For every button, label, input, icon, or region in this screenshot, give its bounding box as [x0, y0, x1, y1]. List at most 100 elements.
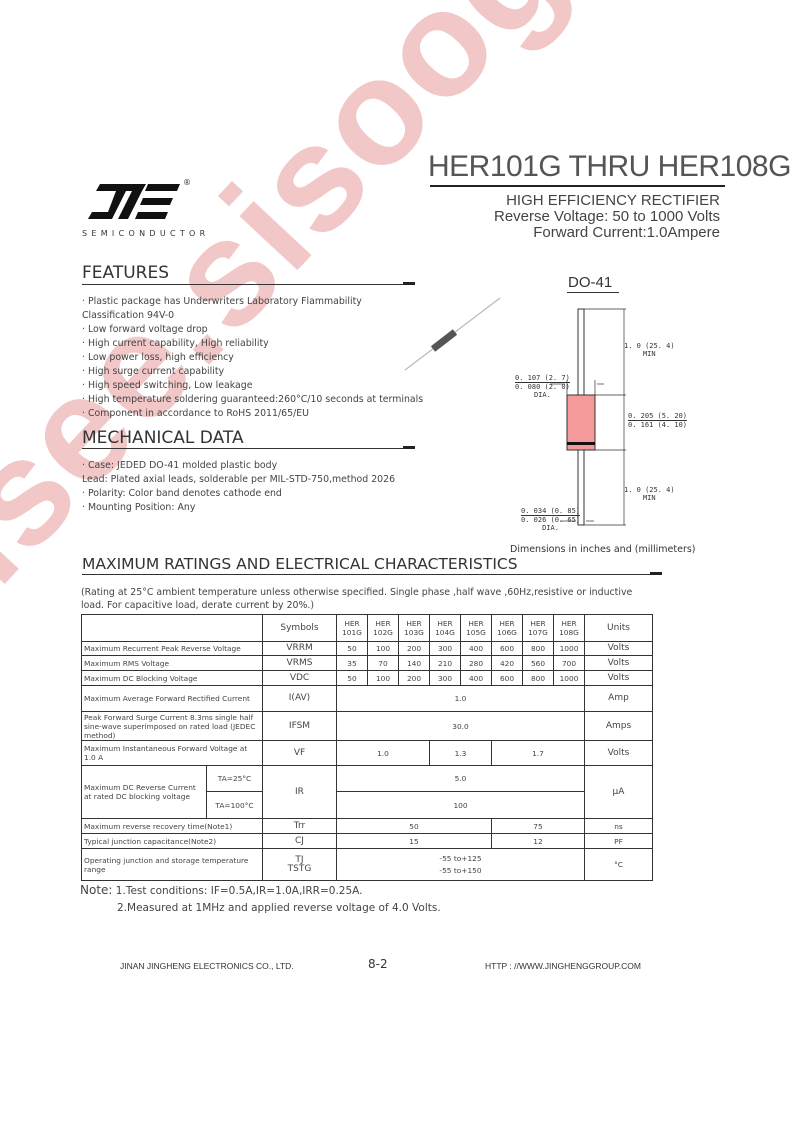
- table-cell: 35: [336, 655, 368, 671]
- part-header: HER 104G: [429, 614, 461, 642]
- feature-item: High current capability, High reliabilit…: [88, 337, 423, 351]
- ratings-rule: [82, 574, 660, 575]
- table-cell: IR: [262, 765, 337, 819]
- note-2: 2.Measured at 1MHz and applied reverse v…: [117, 902, 441, 914]
- table-cell: Volts: [584, 670, 653, 686]
- table-row: Peak Forward Surge Current 8.3ms single …: [81, 711, 653, 741]
- feature-item: Low power loss, high efficiency: [88, 351, 423, 365]
- table-cell: 1000: [553, 670, 585, 686]
- feature-item: Classification 94V-0: [82, 310, 175, 321]
- lead-length-dim: 1. 0 (25. 4) MIN: [624, 342, 675, 358]
- reverse-voltage: Reverse Voltage: 50 to 1000 Volts: [494, 208, 720, 225]
- rule-mark: [650, 572, 662, 575]
- document-title: HER101G THRU HER108G: [428, 150, 791, 183]
- ratings-heading: MAXIMUM RATINGS AND ELECTRICAL CHARACTER…: [82, 555, 518, 573]
- mechanical-list: Case: JEDED DO-41 molded plastic body Le…: [82, 459, 395, 515]
- table-cell: 30.0: [336, 711, 585, 741]
- table-cell: Volts: [584, 655, 653, 671]
- table-cell: Maximum Instantaneous Forward Voltage at…: [81, 740, 263, 766]
- table-cell: 50: [336, 818, 492, 834]
- table-cell: Trr: [262, 818, 337, 834]
- table-cell: ns: [584, 818, 653, 834]
- ratings-table: Symbols HER 101G HER 102G HER 103G HER 104G…: [81, 614, 653, 881]
- table-cell: 50: [336, 670, 368, 686]
- table-cell: VRRM: [262, 641, 337, 656]
- table-cell: VF: [262, 740, 337, 766]
- feature-item: High surge current capability: [88, 365, 423, 379]
- part-header: HER 106G: [491, 614, 523, 642]
- features-rule: [82, 284, 415, 285]
- package-name: DO-41: [568, 274, 613, 291]
- company-logo: [88, 184, 180, 219]
- features-heading: FEATURES: [82, 263, 170, 283]
- table-cell: [81, 614, 263, 642]
- table-cell: 100: [367, 670, 399, 686]
- feature-item: Plastic package has Underwriters Laborat…: [88, 295, 423, 309]
- mechanical-item: Polarity: Color band denotes cathode end: [88, 487, 395, 501]
- table-cell: CJ: [262, 833, 337, 849]
- table-cell: 560: [522, 655, 554, 671]
- mechanical-rule: [82, 448, 415, 449]
- note-1: Note: 1.Test conditions: IF=0.5A,IR=1.0A…: [80, 883, 363, 897]
- feature-item: High temperature soldering guaranteed:26…: [88, 393, 423, 407]
- page-number: 8-2: [368, 957, 388, 971]
- table-cell: 200: [398, 641, 430, 656]
- footer-company: JINAN JINGHENG ELECTRONICS CO., LTD.: [120, 961, 294, 971]
- mechanical-item: Mounting Position: Any: [88, 501, 395, 515]
- table-cell: Amps: [584, 711, 653, 741]
- table-cell: 280: [460, 655, 492, 671]
- table-cell: 210: [429, 655, 461, 671]
- table-cell: IFSM: [262, 711, 337, 741]
- table-cell: 400: [460, 641, 492, 656]
- product-type: HIGH EFFICIENCY RECTIFIER: [506, 192, 720, 209]
- table-row: Maximum RMS Voltage VRMS 35 70 140 210 280 420…: [81, 655, 653, 671]
- table-cell: Peak Forward Surge Current 8.3ms single …: [81, 711, 263, 741]
- table-cell: 700: [553, 655, 585, 671]
- registered-mark: ®: [183, 178, 191, 187]
- table-cell: Typical junction capacitance(Note2): [81, 833, 263, 849]
- table-cell: 140: [398, 655, 430, 671]
- table-cell: Maximum Recurrent Peak Reverse Voltage: [81, 641, 263, 656]
- table-cell: -55 to+125 -55 to+150: [336, 848, 585, 881]
- features-list: Plastic package has Underwriters Laborat…: [82, 295, 423, 421]
- table-cell: Operating junction and storage temperatu…: [81, 848, 263, 881]
- logo-tagline: SEMICONDUCTOR: [82, 229, 210, 238]
- table-cell: 100: [336, 791, 585, 819]
- table-cell: Maximum DC Reverse Current at rated DC b…: [81, 765, 207, 819]
- table-cell: Volts: [584, 641, 653, 656]
- table-cell: 800: [522, 641, 554, 656]
- table-cell: 800: [522, 670, 554, 686]
- package-outline-drawing: [550, 308, 626, 526]
- feature-item: Low forward voltage drop: [88, 323, 423, 337]
- table-cell: Maximum DC Blocking Voltage: [81, 670, 263, 686]
- table-cell: 75: [491, 818, 585, 834]
- footer-url[interactable]: HTTP : //WWW.JINGHENGGROUP.COM: [485, 961, 641, 971]
- body-length-dim: 0. 205 (5. 20) 0. 161 (4. 10): [628, 412, 688, 429]
- table-cell: 600: [491, 641, 523, 656]
- part-header: HER 102G: [367, 614, 399, 642]
- part-header: HER 103G: [398, 614, 430, 642]
- table-row: Maximum Recurrent Peak Reverse Voltage VR…: [81, 641, 653, 656]
- table-cell: Amp: [584, 685, 653, 712]
- table-cell: Maximum Average Forward Rectified Curren…: [81, 685, 263, 712]
- table-cell: 1000: [553, 641, 585, 656]
- table-cell: Symbols: [262, 614, 337, 642]
- part-header: HER 101G: [336, 614, 368, 642]
- table-cell: °C: [584, 848, 653, 881]
- table-cell: 300: [429, 670, 461, 686]
- part-header: HER 107G: [522, 614, 554, 642]
- table-cell: 1.3: [429, 740, 492, 766]
- table-cell: 5.0: [336, 765, 585, 792]
- table-cell: 1.0: [336, 740, 430, 766]
- table-cell: VRMS: [262, 655, 337, 671]
- table-row: Maximum Instantaneous Forward Voltage at…: [81, 740, 653, 766]
- ratings-conditions: (Rating at 25°C ambient temperature unle…: [81, 587, 633, 611]
- table-cell: 12: [491, 833, 585, 849]
- table-cell: Maximum RMS Voltage: [81, 655, 263, 671]
- table-cell: PF: [584, 833, 653, 849]
- table-cell: 400: [460, 670, 492, 686]
- table-cell: 1.0: [336, 685, 585, 712]
- table-header-row: Symbols HER 101G HER 102G HER 103G HER 104G…: [81, 614, 653, 642]
- title-underline: [430, 185, 725, 187]
- feature-item: High speed switching, Low leakage: [88, 379, 423, 393]
